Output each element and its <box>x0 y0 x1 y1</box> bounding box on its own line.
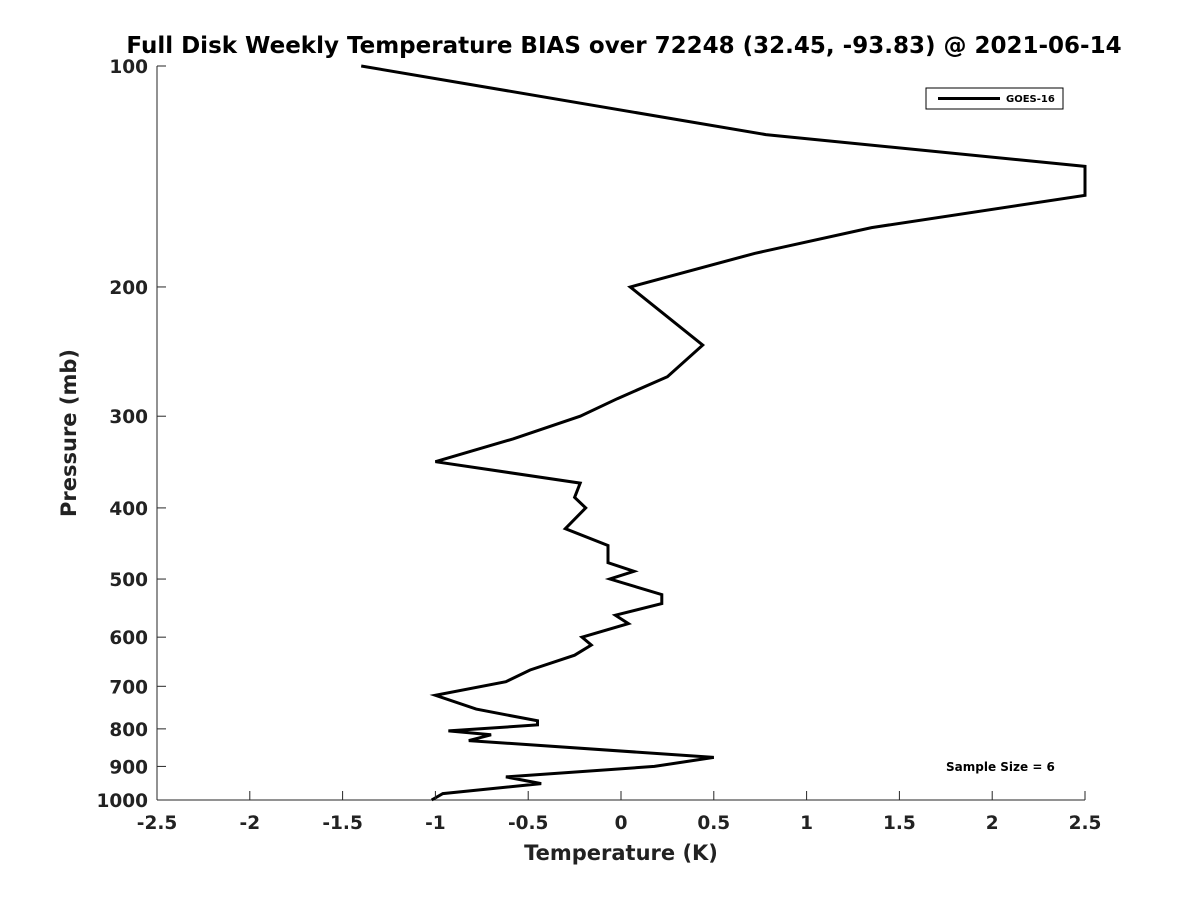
x-tick-label: -2.5 <box>137 813 177 834</box>
x-tick-label: 0.5 <box>697 813 730 834</box>
y-tick-label: 200 <box>109 278 148 299</box>
y-tick-label: 400 <box>109 499 148 520</box>
y-axis-label: Pressure (mb) <box>57 349 81 517</box>
y-tick-label: 800 <box>109 720 148 741</box>
x-tick-label: 2 <box>986 813 999 834</box>
y-tick-label: 500 <box>109 570 148 591</box>
y-tick-label: 700 <box>109 677 148 698</box>
chart-title: Full Disk Weekly Temperature BIAS over 7… <box>126 33 1121 59</box>
legend-label: GOES-16 <box>1006 94 1055 105</box>
x-axis-ticks: -2.5 -2 -1.5 -1 -0.5 0 0.5 1 1.5 2 2.5 <box>137 791 1102 834</box>
x-tick-label: 2.5 <box>1069 813 1102 834</box>
x-tick-label: -1.5 <box>322 813 362 834</box>
y-tick-label: 600 <box>109 628 148 649</box>
y-tick-label: 300 <box>109 407 148 428</box>
y-tick-label: 100 <box>109 57 148 78</box>
x-tick-label: -1 <box>425 813 446 834</box>
y-tick-label: 900 <box>109 757 148 778</box>
x-axis-label: Temperature (K) <box>524 841 718 865</box>
x-tick-label: -0.5 <box>508 813 548 834</box>
y-axis-ticks: 100 200 300 400 500 600 700 800 900 1000 <box>97 57 166 812</box>
legend: GOES-16 <box>925 87 1064 110</box>
sample-size-annotation: Sample Size = 6 <box>946 760 1055 774</box>
x-tick-label: 1.5 <box>883 813 916 834</box>
y-tick-label: 1000 <box>97 791 149 812</box>
x-tick-label: 0 <box>615 813 628 834</box>
x-tick-label: -2 <box>240 813 261 834</box>
series-line-goes-16 <box>360 64 1087 802</box>
x-tick-label: 1 <box>800 813 813 834</box>
